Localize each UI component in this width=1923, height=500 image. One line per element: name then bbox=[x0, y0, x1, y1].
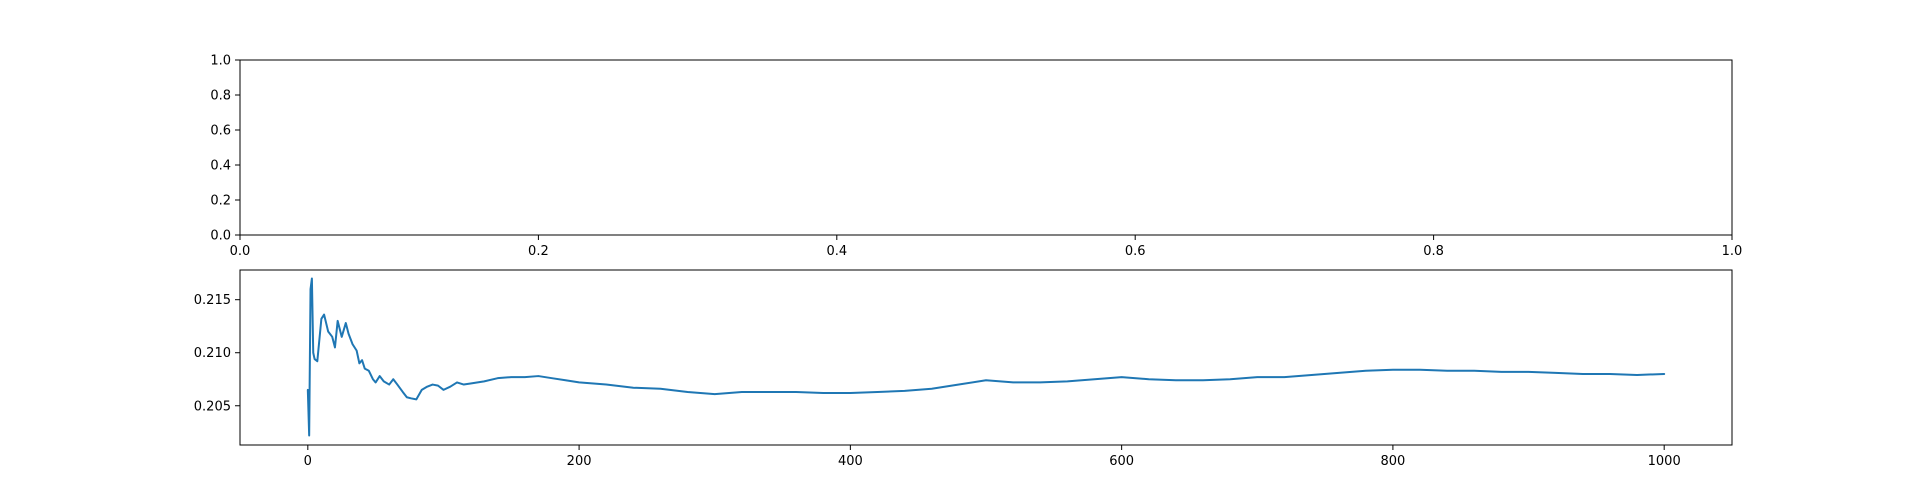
bottom-axes-ticks: 0 200 400 600 800 1000 0.205 0.210 0.215 bbox=[194, 293, 1681, 469]
x-tick-label: 400 bbox=[838, 454, 863, 469]
x-tick-label: 800 bbox=[1380, 454, 1405, 469]
x-tick-label: 0.8 bbox=[1423, 244, 1444, 259]
y-tick-label: 0.210 bbox=[194, 346, 231, 361]
y-tick-label: 0.8 bbox=[210, 89, 231, 104]
x-tick-label: 0.2 bbox=[528, 244, 549, 259]
x-tick-label: 0.0 bbox=[230, 244, 251, 259]
y-tick-label: 0.2 bbox=[210, 194, 231, 209]
y-tick-label: 0.0 bbox=[210, 229, 231, 244]
top-axes-ticks: 0.0 0.2 0.4 0.6 0.8 1.0 0.0 0.2 0.4 0.6 0.8 1.0 bbox=[210, 54, 1742, 260]
x-tick-label: 0 bbox=[304, 454, 312, 469]
bottom-axes-frame bbox=[239, 269, 1733, 446]
x-tick-label: 200 bbox=[567, 454, 592, 469]
y-tick-label: 1.0 bbox=[210, 54, 231, 69]
bottom-axes: 0 200 400 600 800 1000 0.205 0.210 0.215 bbox=[194, 269, 1733, 469]
x-tick-label: 1.0 bbox=[1722, 244, 1743, 259]
top-axes-frame bbox=[239, 59, 1733, 236]
y-tick-label: 0.4 bbox=[210, 159, 231, 174]
y-tick-label: 0.6 bbox=[210, 124, 231, 139]
top-axes: 0.0 0.2 0.4 0.6 0.8 1.0 0.0 0.2 0.4 0.6 0.8 1.0 bbox=[210, 54, 1742, 260]
x-tick-label: 600 bbox=[1109, 454, 1134, 469]
y-tick-label: 0.205 bbox=[194, 399, 231, 414]
x-tick-label: 0.4 bbox=[826, 244, 847, 259]
x-tick-label: 0.6 bbox=[1125, 244, 1146, 259]
y-tick-label: 0.215 bbox=[194, 293, 231, 308]
series-line bbox=[306, 277, 1666, 437]
x-tick-label: 1000 bbox=[1648, 454, 1681, 469]
